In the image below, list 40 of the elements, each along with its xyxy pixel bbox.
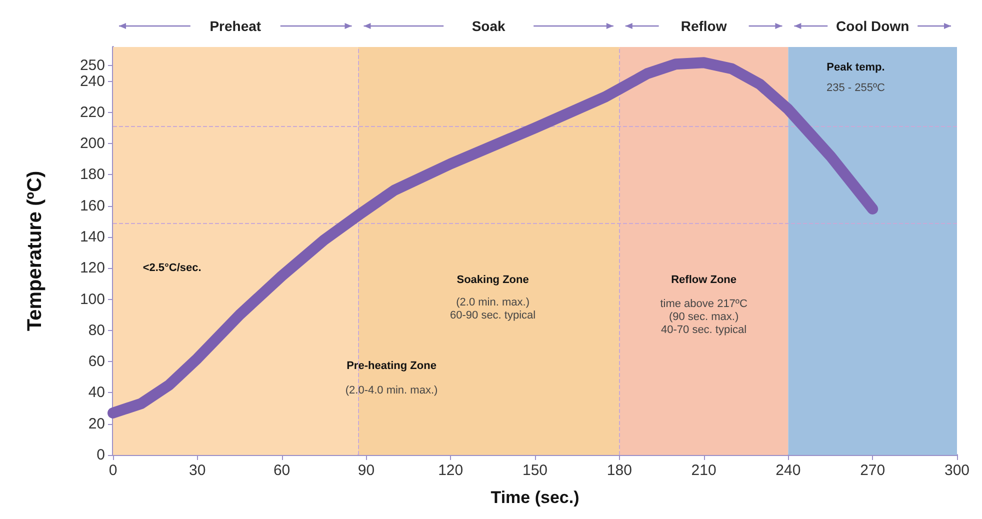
x-tick-label: 150 <box>522 462 548 479</box>
y-tick-label: 60 <box>88 353 105 370</box>
x-tick-label: 30 <box>189 462 206 479</box>
x-tick-label: 0 <box>108 462 118 479</box>
x-tick-label: 300 <box>944 462 970 479</box>
y-tick-label: 140 <box>80 228 105 246</box>
y-tick-label: 250 <box>80 57 105 74</box>
y-tick-label: 160 <box>80 197 105 214</box>
band-label: Preheat <box>210 18 262 34</box>
band-label: Reflow <box>680 18 727 34</box>
y-tick-label: 120 <box>80 260 105 277</box>
y-tick-label: 20 <box>88 415 105 432</box>
y-tick-label: 220 <box>80 104 105 121</box>
x-tick-label: 210 <box>691 462 716 479</box>
annotation: 235 - 255ºC <box>826 82 885 94</box>
annotation: <2.5°C/sec. <box>142 262 202 274</box>
y-tick-label: 180 <box>80 166 105 184</box>
x-tick-label: 180 <box>606 462 632 479</box>
x-tick-label: 270 <box>860 462 886 479</box>
x-tick-label: 60 <box>273 462 290 479</box>
band-label: Cool Down <box>836 18 910 34</box>
y-tick-label: 40 <box>88 384 105 402</box>
x-tick-label: 90 <box>358 462 375 479</box>
annotation: Peak temp. <box>826 61 885 74</box>
annotation: Reflow Zone <box>671 274 736 286</box>
x-axis-title: Time (sec.) <box>490 488 580 507</box>
annotation: (2.0 min. max.) 60-90 sec. typical <box>450 296 536 322</box>
annotation: (2.0-4.0 min. max.) <box>345 384 438 397</box>
y-tick-label: 80 <box>88 322 105 339</box>
y-tick-label: 0 <box>96 446 105 464</box>
y-tick-label: 240 <box>80 72 105 90</box>
x-tick-label: 240 <box>776 462 801 479</box>
band-label: Soak <box>472 18 506 34</box>
annotation: Pre-heating Zone <box>346 360 436 372</box>
y-tick-label: 200 <box>80 135 105 152</box>
x-tick-label: 120 <box>438 462 464 479</box>
annotation: time above 217ºC (90 sec. max.) 40-70 sec. typical <box>660 298 748 336</box>
y-axis-title: Temperature (ºC) <box>24 170 46 332</box>
annotation: Soaking Zone <box>456 274 529 286</box>
y-tick-label: 100 <box>80 290 105 308</box>
